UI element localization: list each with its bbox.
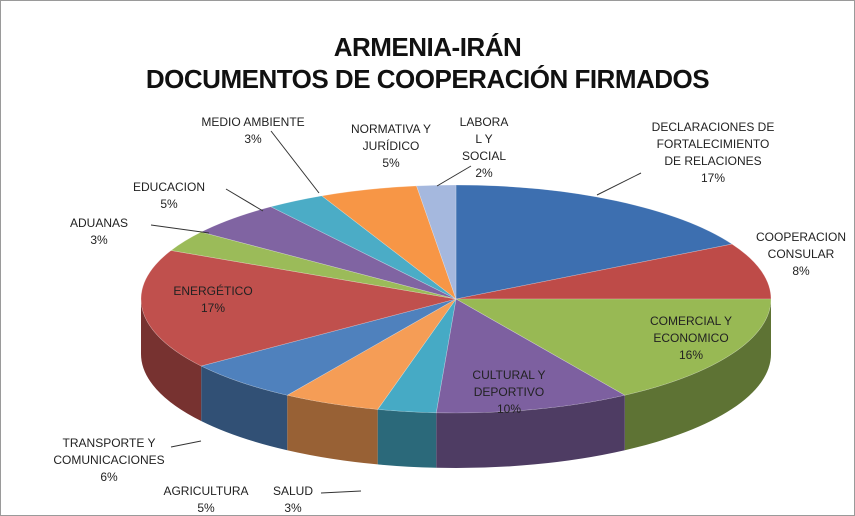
slice (286, 298, 457, 410)
value-label: 3% (90, 233, 108, 247)
slice (455, 184, 733, 300)
data-label: CULTURAL Y DEPORTIVO 10% (472, 367, 545, 418)
leader-line (225, 188, 264, 212)
slice (435, 298, 626, 414)
leader-line (150, 224, 210, 234)
category-label: ADUANAS (69, 216, 129, 230)
data-label: COOPERACION CONSULAR 8% (756, 229, 846, 280)
slice (454, 298, 772, 396)
slice (377, 298, 457, 414)
value-label: 17% (700, 171, 726, 185)
value-label: 3% (284, 501, 302, 515)
leader-line (320, 490, 362, 494)
value-label: 5% (160, 197, 178, 211)
slice (321, 185, 457, 300)
category-label: AGRICULTURA (163, 484, 249, 498)
category-label: ENERGÉTICO (173, 284, 253, 298)
value-label: 5% (197, 501, 215, 515)
category-label: TRANSPORTE Y COMUNICACIONES (53, 436, 165, 467)
category-label: LABORA L Y SOCIAL (459, 115, 509, 163)
data-label: LABORA L Y SOCIAL 2% (460, 114, 509, 182)
slice (455, 243, 772, 300)
value-label: 8% (792, 264, 810, 278)
slice-side (287, 395, 378, 465)
slice (200, 298, 457, 396)
category-label: NORMATIVA Y JURÍDICO (350, 122, 432, 153)
category-label: DECLARACIONES DE FORTALECIMIENTO DE RELA… (651, 120, 775, 168)
slice (269, 195, 457, 300)
leader-line (436, 165, 472, 187)
leader-line (170, 440, 202, 448)
value-label: 3% (244, 132, 262, 146)
value-label: 16% (678, 348, 704, 362)
value-label: 5% (382, 156, 400, 170)
data-label: ENERGÉTICO 17% (173, 283, 252, 317)
slice-side (436, 395, 625, 469)
slice-side (377, 409, 437, 468)
slice-side (141, 299, 202, 422)
value-label: 6% (100, 470, 118, 484)
slice-side (201, 366, 288, 451)
data-label: AGRICULTURA 5% (163, 483, 249, 515)
value-label: 2% (475, 166, 493, 180)
slice-side (624, 299, 772, 451)
leader-line (270, 130, 320, 194)
slice (416, 184, 457, 300)
slice (140, 250, 457, 367)
value-label: 17% (200, 301, 226, 315)
data-label: SALUD 3% (272, 483, 314, 515)
category-label: CULTURAL Y DEPORTIVO (472, 368, 546, 399)
category-label: COMERCIAL Y ECONOMICO (649, 314, 733, 345)
data-label: TRANSPORTE Y COMUNICACIONES 6% (53, 435, 164, 486)
data-label: DECLARACIONES DE FORTALECIMIENTO DE RELA… (652, 119, 775, 187)
data-label: ADUANAS 3% (70, 215, 128, 249)
category-label: EDUCACION (132, 180, 206, 194)
data-label: EDUCACION 5% (133, 179, 205, 213)
data-label: NORMATIVA Y JURÍDICO 5% (351, 121, 431, 172)
chart-title: ARMENIA-IRÁN DOCUMENTOS DE COOPERACIÓN F… (145, 32, 710, 94)
data-label: MEDIO AMBIENTE 3% (201, 114, 304, 148)
category-label: SALUD (272, 484, 314, 498)
value-label: 10% (496, 402, 522, 416)
category-label: COOPERACION CONSULAR (755, 230, 847, 261)
data-label: COMERCIAL Y ECONOMICO 16% (650, 313, 732, 364)
leader-line (596, 172, 642, 196)
category-label: MEDIO AMBIENTE (201, 115, 305, 129)
